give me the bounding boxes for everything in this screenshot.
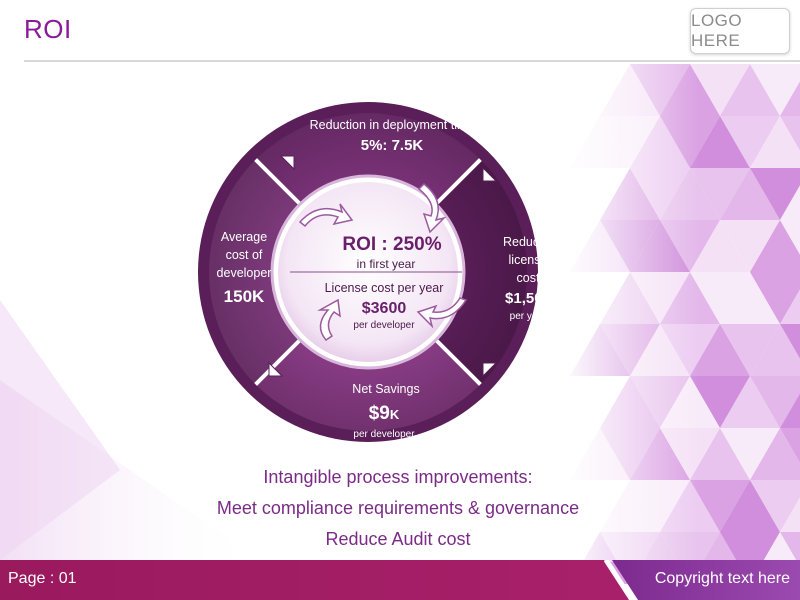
intangible-heading: Intangible process improvements: — [263, 467, 533, 487]
net-savings-unit: per developer — [353, 429, 415, 440]
reduced-license-line1: Reduced — [503, 235, 553, 249]
reduced-license-unit: per year — [510, 311, 547, 322]
arrow-icon — [416, 297, 468, 329]
roi-subtitle: in first year — [357, 257, 416, 271]
roi-headline: ROI : 250% — [342, 234, 441, 255]
deployment-time-label: Reduction in deployment time — [310, 118, 475, 132]
arrow-icon — [317, 298, 341, 341]
avg-cost-value: 150K — [224, 287, 265, 306]
net-savings-label: Net Savings — [352, 382, 419, 396]
slide-title: ROI — [24, 14, 72, 44]
intangible-improvements: Intangible process improvements: Meet co… — [198, 462, 598, 555]
intangible-item-compliance: Meet compliance requirements & governanc… — [216, 498, 580, 518]
avg-cost-line3: developer — [217, 266, 272, 280]
deployment-time-value: 5%: 7.5K — [361, 137, 424, 154]
header-divider — [24, 60, 800, 62]
logo-placeholder: LOGO HERE — [690, 8, 790, 54]
reduced-license-line2: license — [509, 253, 548, 267]
reduced-license-line3: cost — [517, 271, 540, 285]
intangible-item-audit: Reduce Audit cost — [325, 529, 471, 549]
copyright-text: Copyright text here — [654, 570, 790, 587]
avg-cost-line2: cost of — [226, 248, 263, 262]
avg-cost-line1: Average — [221, 230, 267, 244]
segment-dividers — [254, 158, 482, 386]
footer-bar — [0, 560, 800, 600]
corner-markers — [268, 155, 498, 378]
license-cost-label: License cost per year — [325, 281, 444, 295]
license-cost-value: $3600 — [362, 300, 407, 317]
cycle-arrows — [298, 182, 468, 341]
arrow-icon — [298, 203, 354, 228]
license-cost-unit: per developer — [353, 320, 415, 331]
page-number: Page : 01 — [8, 570, 77, 587]
arrow-icon — [417, 182, 447, 234]
net-savings-value: $9K — [369, 403, 400, 424]
reduced-license-value: $1,500 — [505, 290, 551, 307]
